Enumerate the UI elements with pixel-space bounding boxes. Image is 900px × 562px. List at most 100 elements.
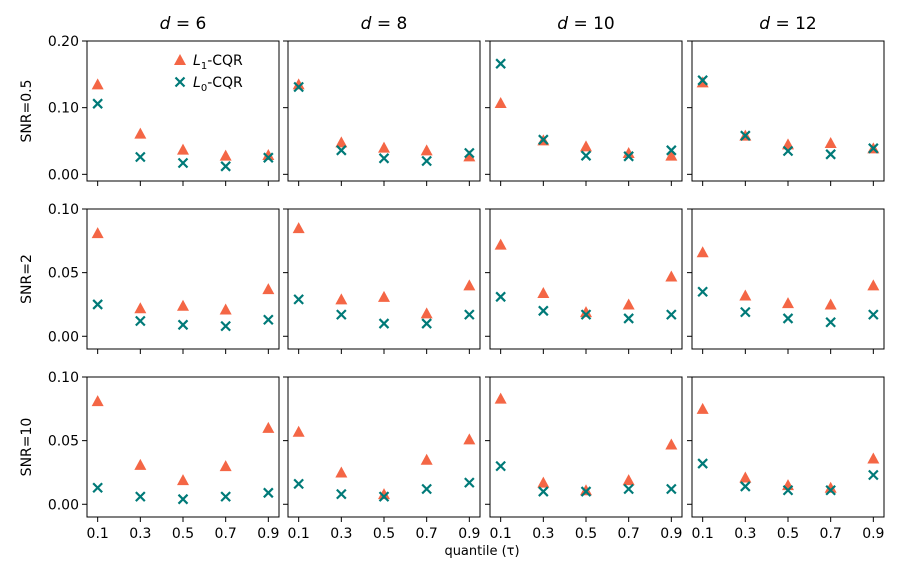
legend-x-icon bbox=[174, 76, 186, 88]
l0-cqr-point bbox=[92, 482, 103, 494]
l1-cqr-point bbox=[782, 479, 794, 491]
l0-cqr-point bbox=[293, 81, 304, 93]
l0-cqr-point bbox=[495, 291, 506, 303]
l1-cqr-point bbox=[824, 137, 837, 148]
l1-cqr-point bbox=[134, 458, 147, 470]
l0-cqr-point bbox=[177, 319, 189, 331]
l1-cqr-point bbox=[134, 302, 147, 314]
x-tick-label: 0.7 bbox=[215, 526, 237, 542]
l0-cqr-point bbox=[135, 151, 146, 163]
l0-cqr-point bbox=[464, 477, 475, 488]
l0-cqr-point bbox=[538, 486, 549, 497]
l1-cqr-point bbox=[262, 149, 275, 160]
panel-frame bbox=[691, 40, 885, 182]
l0-cqr-point bbox=[495, 460, 506, 472]
column-title-2: d = 10 bbox=[557, 14, 614, 34]
column-title-value: = 8 bbox=[371, 14, 407, 34]
panel-r1-c3 bbox=[687, 208, 885, 354]
l0-cqr-point bbox=[782, 484, 794, 496]
l0-cqr-point bbox=[868, 143, 879, 154]
l1-cqr-point bbox=[739, 471, 752, 483]
legend-entry-1: L0-CQR bbox=[193, 75, 243, 94]
column-title-value: = 12 bbox=[770, 14, 817, 34]
l0-cqr-point bbox=[336, 488, 347, 500]
y-tick-label: 0.00 bbox=[48, 329, 79, 345]
panel-r0-c3 bbox=[687, 40, 885, 186]
l0-cqr-point bbox=[263, 314, 274, 326]
x-tick-label: 0.3 bbox=[330, 526, 352, 542]
panel-frame bbox=[489, 208, 683, 350]
x-tick-label: 0.3 bbox=[129, 526, 151, 542]
l1-cqr-point bbox=[91, 78, 104, 90]
panel-r1-c1 bbox=[283, 208, 481, 354]
l1-cqr-point bbox=[378, 488, 390, 500]
l1-cqr-point bbox=[292, 222, 305, 234]
l1-cqr-point bbox=[782, 297, 794, 309]
l1-cqr-point bbox=[420, 307, 433, 319]
x-tick-label: 0.5 bbox=[373, 526, 395, 542]
legend: L1-CQR L0-CQR bbox=[174, 53, 243, 94]
l1-cqr-point bbox=[824, 298, 837, 310]
l0-cqr-point bbox=[177, 157, 189, 169]
l1-cqr-point bbox=[378, 290, 390, 302]
l0-cqr-point bbox=[135, 315, 146, 327]
l1-cqr-point bbox=[463, 150, 476, 162]
panel-r0-c2 bbox=[485, 40, 683, 186]
x-tick-label: 0.9 bbox=[458, 526, 480, 542]
y-tick-label: 0.20 bbox=[48, 34, 79, 50]
panel-r1-c0: 0.00 0.05 0.10 bbox=[48, 202, 280, 354]
l1-cqr-point bbox=[867, 452, 880, 464]
l0-cqr-point bbox=[421, 318, 432, 329]
l1-cqr-point bbox=[580, 484, 592, 496]
l0-cqr-point bbox=[220, 320, 231, 332]
l1-cqr-point bbox=[494, 392, 507, 404]
l0-cqr-point bbox=[666, 483, 677, 495]
l0-cqr-point bbox=[293, 478, 304, 490]
x-tick-label: 0.5 bbox=[172, 526, 194, 542]
x-tick-label: 0.1 bbox=[692, 526, 714, 542]
l0-cqr-point bbox=[825, 316, 836, 328]
l0-cqr-point bbox=[740, 306, 751, 318]
l0-cqr-point bbox=[666, 309, 677, 320]
panel-r2-c0: 0.00 0.05 0.10 0.1 0.3 0.5 0.7 0.9 bbox=[48, 370, 280, 542]
l1-cqr-point bbox=[91, 395, 104, 407]
panel-frame bbox=[287, 208, 481, 350]
l0-cqr-point bbox=[378, 491, 390, 502]
x-tick-label: 0.3 bbox=[734, 526, 756, 542]
l1-cqr-point bbox=[463, 279, 476, 291]
l0-cqr-point bbox=[177, 493, 189, 505]
l1-cqr-point bbox=[622, 298, 635, 310]
l1-cqr-point bbox=[134, 127, 147, 139]
l1-cqr-point bbox=[494, 238, 507, 250]
l1-cqr-point bbox=[696, 402, 709, 414]
l1-cqr-point bbox=[177, 474, 189, 486]
l1-cqr-point bbox=[219, 303, 232, 315]
row-label-2: SNR=10 bbox=[19, 418, 35, 477]
panel-r2-c2: 0.1 0.3 0.5 0.7 0.9 bbox=[485, 376, 683, 542]
l0-cqr-point bbox=[263, 152, 274, 163]
y-tick-label: 0.00 bbox=[48, 497, 79, 513]
panel-r0-c1 bbox=[283, 40, 481, 186]
l1-cqr-point bbox=[696, 246, 709, 258]
l1-cqr-point bbox=[824, 481, 837, 493]
legend-entry-0: L1-CQR bbox=[193, 53, 243, 72]
l1-cqr-point bbox=[262, 421, 275, 433]
l0-cqr-point bbox=[336, 309, 347, 320]
l0-cqr-point bbox=[220, 161, 231, 172]
l0-cqr-point bbox=[580, 309, 592, 320]
l0-cqr-point bbox=[293, 294, 304, 305]
l1-cqr-point bbox=[378, 141, 390, 153]
column-title-value: = 10 bbox=[568, 14, 615, 34]
y-tick-label: 0.00 bbox=[48, 167, 79, 183]
legend-triangle-icon bbox=[174, 54, 186, 65]
x-axis-label: quantile (τ) bbox=[444, 544, 519, 559]
l0-cqr-point bbox=[220, 491, 231, 502]
l1-cqr-point bbox=[537, 476, 550, 488]
l0-cqr-point bbox=[580, 150, 592, 161]
column-title-var: d bbox=[160, 14, 171, 34]
l0-cqr-point bbox=[92, 98, 103, 109]
x-tick-label: 0.7 bbox=[618, 526, 640, 542]
row-label-1: SNR=2 bbox=[19, 254, 35, 304]
l1-cqr-point bbox=[580, 140, 592, 152]
l0-cqr-point bbox=[697, 75, 708, 86]
